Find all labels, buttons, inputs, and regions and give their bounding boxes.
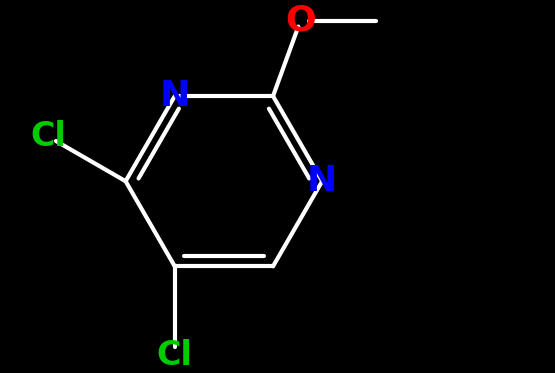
Text: Cl: Cl	[31, 120, 66, 153]
Text: N: N	[160, 79, 190, 113]
Text: N: N	[307, 164, 337, 198]
Text: O: O	[285, 3, 316, 38]
Text: Cl: Cl	[157, 339, 193, 372]
